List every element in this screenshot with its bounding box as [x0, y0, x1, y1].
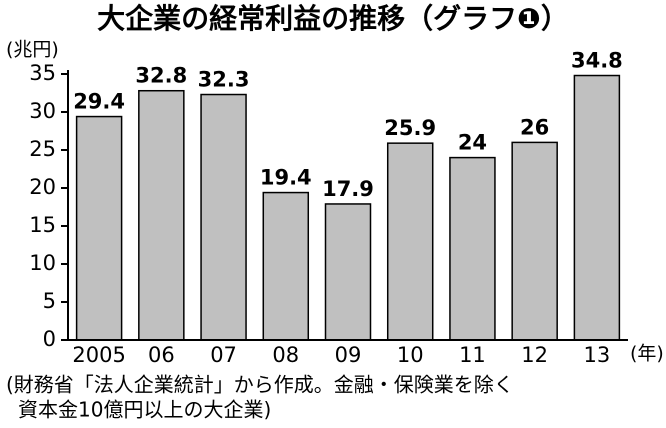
y-tick-label: 30: [29, 99, 56, 123]
data-label: 17.9: [322, 177, 374, 201]
footnote: 資本金10億円以上の大企業): [18, 398, 271, 422]
bar: [324, 203, 372, 341]
x-tick-label: 2005: [72, 343, 125, 367]
y-tick-label: 10: [29, 251, 56, 275]
data-label: 19.4: [260, 166, 312, 190]
data-label: 34.8: [571, 49, 623, 73]
x-tick-label: 09: [335, 343, 362, 367]
x-tick-label: 10: [397, 343, 424, 367]
x-tick-label: 07: [210, 343, 237, 367]
y-tick-label: 20: [29, 175, 56, 199]
data-label: 32.3: [198, 68, 250, 92]
x-axis-label: (年): [630, 343, 664, 365]
data-label: 24: [458, 131, 487, 155]
y-tick-label: 35: [29, 61, 56, 85]
x-tick-label: 08: [272, 343, 299, 367]
chart-title: 大企業の経常利益の推移（グラフ❶）: [97, 2, 569, 35]
bar: [200, 93, 247, 341]
y-tick-label: 5: [43, 289, 56, 313]
y-tick-label: 25: [29, 137, 56, 161]
bar: [573, 74, 621, 341]
y-tick-label: 15: [29, 213, 56, 237]
data-label: 26: [520, 115, 549, 139]
data-label: 29.4: [73, 90, 125, 114]
bar: [386, 142, 434, 341]
x-tick-label: 12: [521, 343, 548, 367]
bar: [75, 115, 123, 341]
data-label: 32.8: [135, 64, 187, 88]
y-axis-label: (兆円): [6, 39, 59, 61]
y-tick-label: 0: [43, 327, 56, 351]
bar: [262, 191, 310, 341]
data-label: 25.9: [384, 116, 436, 140]
x-tick-label: 11: [459, 343, 486, 367]
footnote: (財務省「法人企業統計」から作成。金融・保険業を除く: [6, 373, 514, 397]
bar: [449, 156, 496, 341]
bar: [511, 141, 558, 341]
x-tick-label: 13: [584, 343, 611, 367]
x-tick-label: 06: [148, 343, 175, 367]
bar: [138, 89, 185, 341]
